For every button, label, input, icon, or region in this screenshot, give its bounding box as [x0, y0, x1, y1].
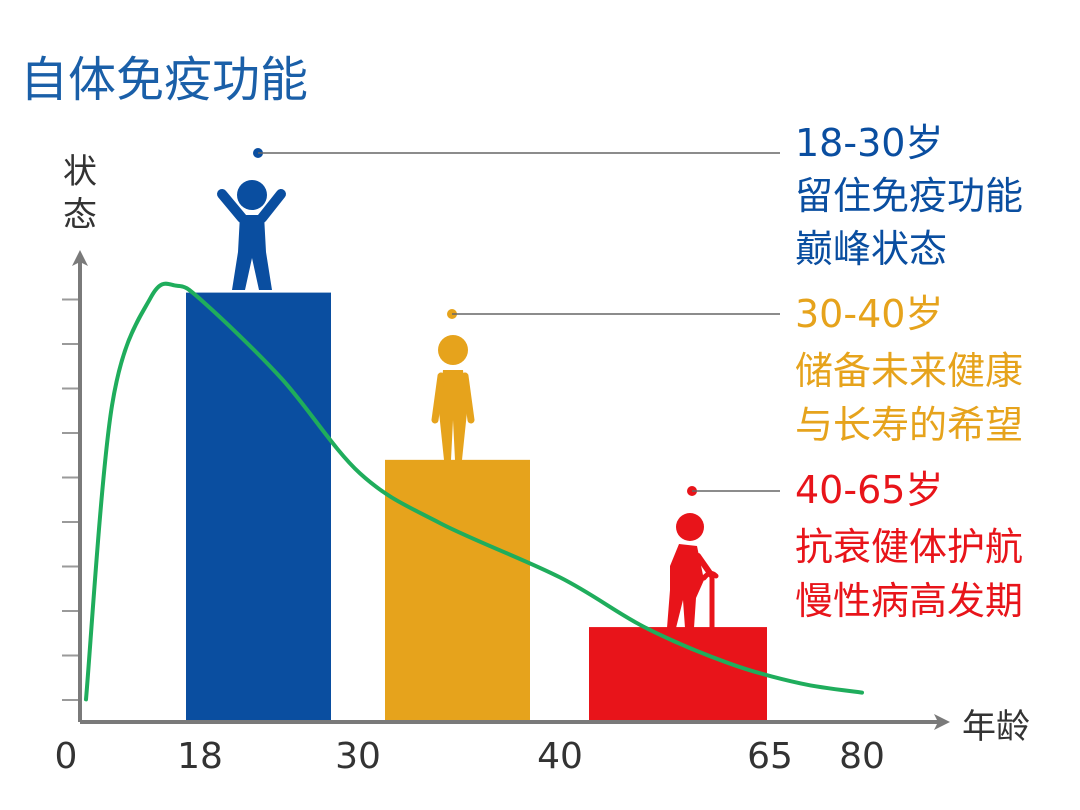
immunity-curve-line	[84, 281, 864, 702]
y-axis-label-char-2: 态	[63, 195, 97, 235]
figures-group	[217, 180, 719, 631]
annotation-age-range: 30-40岁	[795, 292, 943, 336]
bar-2	[385, 459, 530, 722]
x-tick-label-18: 18	[177, 736, 223, 777]
annotation-text-line-1: 留住免疫功能	[795, 174, 1023, 218]
chart-title: 自体免疫功能	[20, 52, 308, 108]
y-axis-label-char-1: 状	[63, 152, 97, 192]
elderly-person-cane-icon	[667, 513, 719, 631]
axes	[72, 250, 950, 730]
annotation-age-range: 40-65岁	[795, 468, 943, 512]
x-axis-tick-labels: 0 18 30 40 65 80	[55, 736, 885, 777]
curve-layer	[84, 281, 864, 702]
x-axis-label: 年龄	[962, 707, 1030, 747]
bar-1	[186, 292, 331, 722]
x-tick-label-0: 0	[55, 736, 78, 777]
x-tick-label-30: 30	[335, 736, 381, 777]
x-tick-label-65: 65	[747, 736, 793, 777]
bars-group	[186, 292, 767, 722]
annotation-text-line-2: 巅峰状态	[795, 227, 947, 271]
annotation-text-line-1: 抗衰健体护航	[795, 525, 1023, 569]
person-standing-icon	[431, 335, 475, 460]
person-celebrating-icon	[217, 180, 286, 290]
x-tick-label-40: 40	[537, 736, 583, 777]
annotation-text-line-2: 与长寿的希望	[795, 403, 1023, 447]
annotation-text-line-1: 储备未来健康	[795, 349, 1023, 393]
y-axis-ticks	[62, 298, 80, 701]
annotation-text-line-2: 慢性病高发期	[795, 579, 1023, 623]
x-tick-label-80: 80	[839, 736, 885, 777]
annotation-age-range: 18-30岁	[795, 121, 943, 165]
